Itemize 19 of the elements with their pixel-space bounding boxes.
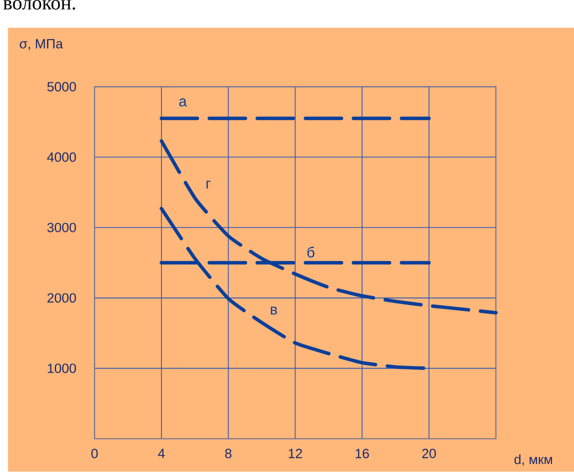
y-axis-title: σ, МПа [20,39,63,50]
x-tick-label: 16 [356,448,369,458]
x-tick-label: 0 [91,448,98,458]
text: волокон. [3,0,76,10]
y-tick-label: 3000 [47,222,76,232]
series-label: в [270,306,278,315]
y-tick-label: 2000 [48,293,76,303]
x-axis-title: d, мкм [514,454,552,466]
x-tick-label: 8 [225,448,232,458]
y-tick-label: 5000 [47,82,76,92]
series-label: г [206,180,210,189]
line-series [160,139,498,315]
y-tick-label: 4000 [47,152,76,162]
series-label: а [179,98,187,107]
series-label: б [307,246,314,258]
x-tick-label: 20 [422,448,436,458]
x-tick-label: 12 [288,448,302,458]
y-tick-label: 1000 [48,364,76,374]
x-tick-label: 4 [158,448,165,458]
